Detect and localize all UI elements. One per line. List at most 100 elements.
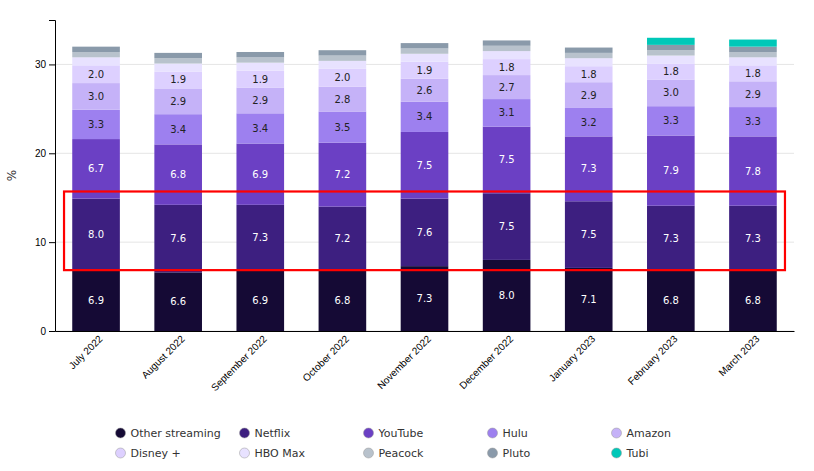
bar bbox=[72, 110, 120, 139]
legend-marker bbox=[488, 428, 498, 438]
bar bbox=[483, 75, 531, 99]
y-tick-label: 10 bbox=[35, 237, 47, 248]
data-label: 2.9 bbox=[252, 95, 268, 106]
y-tick-mark bbox=[49, 64, 55, 65]
bar bbox=[647, 45, 695, 50]
data-label: 6.9 bbox=[252, 169, 268, 180]
bar bbox=[72, 83, 120, 110]
bar bbox=[236, 51, 284, 52]
bar bbox=[236, 270, 284, 331]
grid bbox=[55, 64, 794, 331]
data-label: 7.3 bbox=[745, 233, 761, 244]
bar bbox=[319, 207, 367, 271]
data-label: 3.3 bbox=[88, 119, 104, 130]
bar bbox=[236, 63, 284, 71]
y-tick: 20 bbox=[35, 148, 55, 159]
y-axis: 0 10 20 30 bbox=[35, 21, 56, 337]
bar bbox=[236, 144, 284, 205]
bar bbox=[565, 108, 613, 136]
data-label: 2.6 bbox=[417, 85, 433, 96]
bar bbox=[401, 43, 449, 44]
bar bbox=[729, 206, 777, 271]
bar bbox=[72, 139, 120, 199]
data-label: 7.8 bbox=[745, 166, 761, 177]
data-label: 7.3 bbox=[252, 232, 268, 243]
bar bbox=[729, 57, 777, 65]
data-label: 2.8 bbox=[334, 94, 350, 105]
bar bbox=[154, 52, 202, 53]
data-label: 3.2 bbox=[581, 117, 597, 128]
legend-item: Amazon bbox=[612, 427, 671, 440]
bar bbox=[647, 56, 695, 64]
legend-marker bbox=[612, 428, 622, 438]
bar bbox=[319, 56, 367, 61]
data-label: 1.9 bbox=[170, 74, 186, 85]
data-label: 6.7 bbox=[88, 163, 104, 174]
bar bbox=[72, 65, 120, 83]
x-tick-label: December 2022 bbox=[457, 333, 515, 391]
legend-marker bbox=[240, 448, 250, 458]
bar bbox=[483, 40, 531, 45]
legend-item: Pluto bbox=[488, 447, 531, 460]
data-label: 3.3 bbox=[663, 115, 679, 126]
data-label: 1.8 bbox=[663, 66, 679, 77]
legend-label: Tubi bbox=[626, 447, 649, 460]
data-label: 2.7 bbox=[499, 82, 515, 93]
bar bbox=[647, 271, 695, 331]
data-label: 2.0 bbox=[334, 72, 350, 83]
legend-label: Netflix bbox=[255, 427, 291, 440]
bar bbox=[729, 271, 777, 331]
y-tick: 10 bbox=[35, 237, 55, 248]
data-label: 8.0 bbox=[499, 290, 515, 301]
y-tick: 30 bbox=[35, 59, 55, 70]
bar bbox=[483, 40, 531, 41]
bar bbox=[236, 113, 284, 143]
data-label: 7.6 bbox=[170, 233, 186, 244]
highlight bbox=[64, 191, 785, 270]
bar bbox=[729, 107, 777, 136]
data-label: 2.9 bbox=[745, 89, 761, 100]
y-tick: 0 bbox=[40, 326, 55, 337]
data-label: 6.9 bbox=[88, 295, 104, 306]
x-tick: October 2022 bbox=[300, 331, 351, 384]
x-tick: January 2023 bbox=[547, 331, 598, 384]
bar bbox=[483, 127, 531, 194]
legend-marker bbox=[364, 448, 374, 458]
x-tick-label: August 2022 bbox=[139, 333, 187, 381]
bar bbox=[319, 69, 367, 87]
data-label: 2.9 bbox=[170, 96, 186, 107]
bar bbox=[319, 50, 367, 55]
bar bbox=[236, 88, 284, 114]
bar bbox=[729, 40, 777, 47]
bar bbox=[72, 52, 120, 57]
bar bbox=[401, 54, 449, 62]
data-label: 8.0 bbox=[88, 229, 104, 240]
series-bars bbox=[72, 75, 777, 114]
x-tick: July 2022 bbox=[67, 331, 105, 371]
y-tick-mark bbox=[49, 153, 55, 154]
legend-item: Disney + bbox=[116, 447, 181, 460]
bar bbox=[729, 52, 777, 57]
bar bbox=[154, 64, 202, 72]
bar bbox=[647, 136, 695, 206]
bar bbox=[154, 58, 202, 63]
bar bbox=[565, 47, 613, 48]
y-tick-label: 0 bbox=[40, 326, 46, 337]
legend-item: Tubi bbox=[612, 447, 649, 460]
data-label: 7.9 bbox=[663, 165, 679, 176]
bar bbox=[483, 99, 531, 127]
data-label: 7.3 bbox=[663, 233, 679, 244]
data-label: 2.9 bbox=[581, 90, 597, 101]
y-axis-title: % bbox=[5, 170, 19, 181]
y-tick-label: 20 bbox=[35, 148, 47, 159]
chart: 6.96.66.96.87.38.07.16.86.88.07.67.37.27… bbox=[0, 0, 814, 471]
data-label: 7.2 bbox=[334, 233, 350, 244]
bar bbox=[647, 38, 695, 45]
x-tick-label: July 2022 bbox=[67, 333, 105, 371]
x-tick-label: January 2023 bbox=[547, 333, 598, 384]
data-label: 7.2 bbox=[334, 169, 350, 180]
data-label: 3.4 bbox=[170, 124, 186, 135]
bar bbox=[319, 112, 367, 143]
series-bars bbox=[647, 38, 777, 47]
x-axis: July 2022August 2022September 2022Octobe… bbox=[56, 331, 795, 393]
